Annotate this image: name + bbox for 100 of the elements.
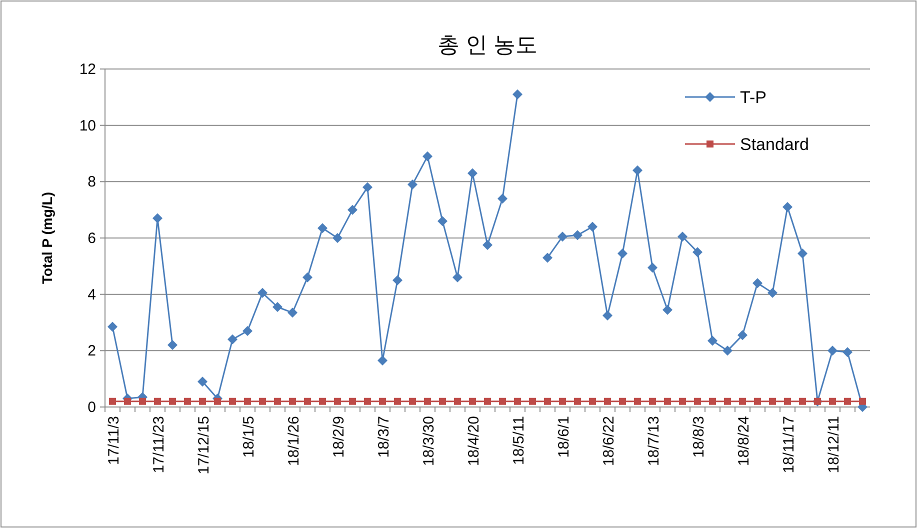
x-tick-label: 18/1/5 xyxy=(240,416,258,458)
point xyxy=(782,202,792,212)
point xyxy=(829,398,836,405)
point xyxy=(679,398,686,405)
point xyxy=(468,168,478,178)
point xyxy=(332,233,342,243)
x-tick-label: 18/8/3 xyxy=(690,416,708,458)
point xyxy=(392,275,402,286)
point xyxy=(109,398,116,405)
y-tick-label: 6 xyxy=(88,230,96,247)
point xyxy=(618,248,628,258)
point xyxy=(259,398,266,405)
point xyxy=(859,398,866,405)
point xyxy=(199,398,206,405)
y-tick-label: 2 xyxy=(88,342,96,360)
point xyxy=(169,398,176,405)
x-tick-label: 18/4/20 xyxy=(466,416,482,466)
point xyxy=(769,398,776,405)
legend-label: T-P xyxy=(740,88,766,107)
point xyxy=(619,398,626,405)
point xyxy=(348,204,358,215)
point xyxy=(768,288,778,298)
point xyxy=(364,398,371,405)
point xyxy=(319,398,326,405)
point xyxy=(274,398,281,405)
point xyxy=(784,398,791,405)
point xyxy=(198,376,208,387)
y-tick-label: 0 xyxy=(88,399,96,416)
point xyxy=(574,398,581,405)
point xyxy=(258,288,268,298)
point xyxy=(798,248,808,258)
point xyxy=(484,398,491,405)
point xyxy=(242,326,252,336)
point xyxy=(648,262,658,273)
y-axis-title: Total P (mg/L) xyxy=(39,192,55,284)
y-tick-label: 4 xyxy=(88,286,96,304)
point xyxy=(709,398,716,405)
point xyxy=(632,165,642,176)
point xyxy=(244,398,251,405)
point xyxy=(272,302,282,312)
point xyxy=(422,151,432,162)
point xyxy=(559,398,566,405)
point xyxy=(409,398,416,405)
point xyxy=(394,398,401,405)
point xyxy=(438,216,448,226)
point xyxy=(379,398,386,405)
point xyxy=(289,398,296,405)
point xyxy=(302,272,312,282)
point xyxy=(214,398,221,405)
point xyxy=(828,346,838,356)
point xyxy=(454,398,461,405)
x-tick-label: 18/7/13 xyxy=(646,416,662,466)
point xyxy=(722,346,732,356)
point xyxy=(362,182,372,192)
point xyxy=(724,398,731,405)
y-tick-label: 10 xyxy=(79,117,96,134)
point xyxy=(842,347,852,358)
x-tick-label: 18/8/24 xyxy=(736,416,752,466)
point xyxy=(752,278,762,288)
point xyxy=(678,232,688,242)
x-tick-label: 18/2/9 xyxy=(330,416,348,458)
point xyxy=(589,398,596,405)
point xyxy=(558,232,568,242)
point xyxy=(318,223,328,234)
point xyxy=(424,398,431,405)
point xyxy=(439,398,446,405)
point xyxy=(529,398,536,405)
point xyxy=(544,398,551,405)
point xyxy=(844,398,851,405)
legend-label: Standard xyxy=(740,135,809,154)
x-tick-label: 17/12/15 xyxy=(196,416,212,474)
y-tick-label: 8 xyxy=(88,174,96,191)
point xyxy=(378,356,388,366)
x-tick-label: 17/11/3 xyxy=(106,416,122,465)
x-tick-label: 18/1/26 xyxy=(286,416,302,466)
x-tick-label: 17/11/23 xyxy=(150,416,168,474)
x-tick-label: 18/5/11 xyxy=(510,416,528,465)
point xyxy=(469,398,476,405)
x-tick-label: 18/12/11 xyxy=(826,416,842,474)
point xyxy=(154,398,161,405)
point xyxy=(124,398,131,405)
point xyxy=(408,179,418,190)
x-tick-label: 18/3/30 xyxy=(420,416,438,466)
y-tick-label: 12 xyxy=(79,61,96,78)
point xyxy=(514,398,521,405)
point xyxy=(512,89,522,100)
point xyxy=(304,398,311,405)
point xyxy=(152,213,162,224)
point xyxy=(184,398,191,405)
point xyxy=(694,398,701,405)
point xyxy=(708,336,718,346)
x-tick-label: 18/6/1 xyxy=(556,416,572,458)
point xyxy=(738,330,748,340)
point xyxy=(499,398,506,405)
point xyxy=(588,222,598,232)
point xyxy=(649,398,656,405)
chart-title: 총 인 농도 xyxy=(437,32,538,57)
point xyxy=(349,398,356,405)
point xyxy=(452,272,462,282)
point xyxy=(604,398,611,405)
